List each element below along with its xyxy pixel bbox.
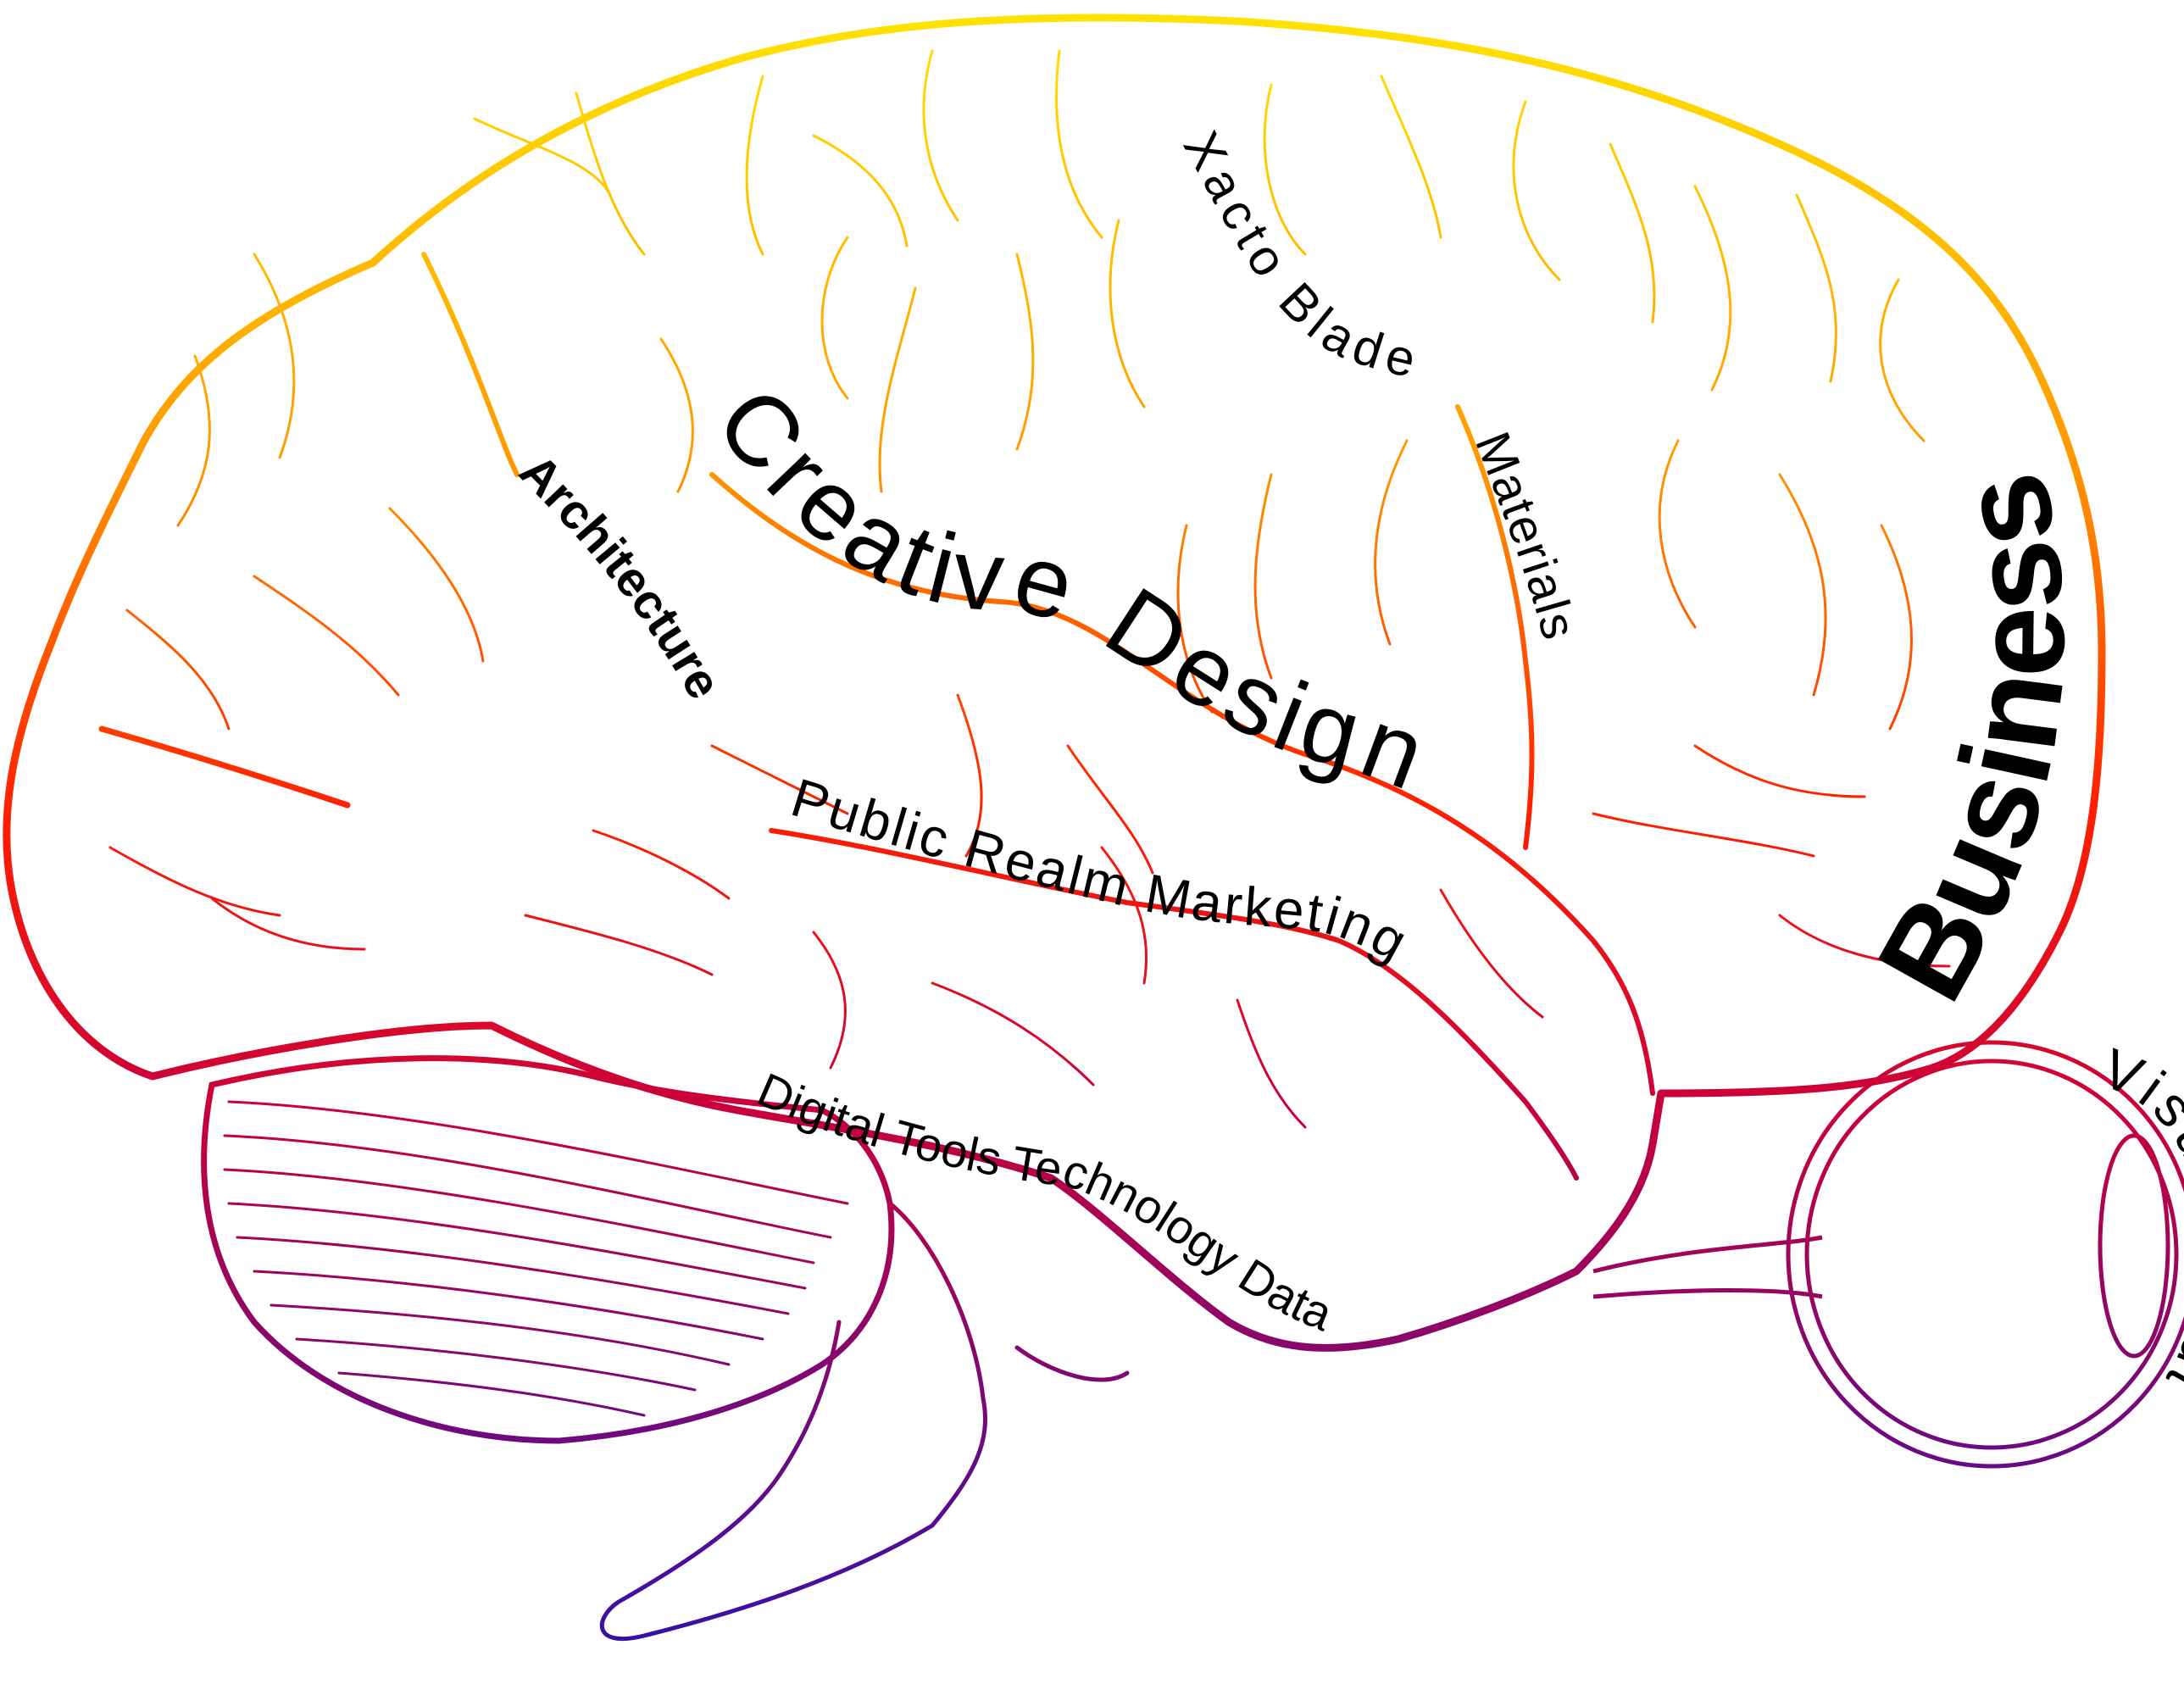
brainstem (599, 1201, 1130, 1642)
label-public-realm-marketing: Public Realm Marketing (785, 767, 1420, 974)
label-architecture: Architecture (509, 443, 732, 708)
label-creative-design: Creative Design (695, 367, 1446, 814)
label-visual-input: Visual Input (2093, 1037, 2184, 1409)
cerebrum-outline (3, 14, 2106, 1352)
major-sulci (709, 404, 1655, 1181)
label-materials: Materials (1464, 425, 1587, 647)
eye (1592, 1040, 2184, 1469)
brain-folds (108, 49, 1951, 1129)
cerebellum (201, 1055, 895, 1444)
label-xacto-blade: Xacto Blade (1173, 122, 1428, 390)
diagram-labels: Creative Design Architecture Public Real… (509, 122, 2184, 1408)
